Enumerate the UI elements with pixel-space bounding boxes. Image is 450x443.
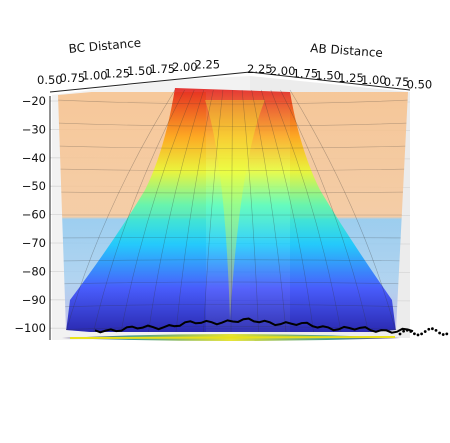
mesh-line xyxy=(120,89,195,333)
x-tick-label: 0.75 xyxy=(60,71,86,85)
z-tick-labels: −20 −30 −40 −50 −60 −70 −80 −90 −100 xyxy=(14,94,46,335)
y-axis-line xyxy=(249,71,411,91)
trajectory-point xyxy=(441,333,445,336)
z-tick-label: −30 xyxy=(22,122,46,136)
x-tick-label: 0.50 xyxy=(37,73,63,87)
mesh-line xyxy=(58,191,408,194)
surface-mesh xyxy=(58,89,408,333)
floor-contour-line xyxy=(69,336,396,339)
mesh-line xyxy=(270,89,342,333)
y-tick-label: 1.75 xyxy=(293,66,319,80)
trajectory-point xyxy=(405,328,409,332)
z-tick-label: −80 xyxy=(22,264,46,278)
trajectory-point xyxy=(409,330,413,333)
mesh-line xyxy=(58,259,408,262)
x-axis-label: BC Distance xyxy=(68,36,142,56)
z-tick-label: −40 xyxy=(22,151,46,165)
mesh-line xyxy=(58,303,408,308)
z-tick-label: −60 xyxy=(22,208,46,222)
mesh-line xyxy=(93,89,185,333)
mesh-line xyxy=(58,145,408,149)
trajectory-point xyxy=(416,333,420,337)
trajectory-line xyxy=(94,317,414,334)
z-tick-label: −90 xyxy=(22,293,46,307)
y-tick-label: 0.75 xyxy=(384,75,410,89)
surface-ridge xyxy=(205,100,265,320)
mesh-line xyxy=(58,168,408,172)
y-tick-label: 1.50 xyxy=(315,69,341,83)
trajectory-point xyxy=(431,327,434,331)
x-tick-label: 2.00 xyxy=(172,60,198,74)
trajectory-point xyxy=(423,330,427,333)
mesh-line xyxy=(230,89,233,333)
z-tick-label: −70 xyxy=(22,236,46,250)
trajectory-point xyxy=(398,332,402,336)
x-tick-label: 1.25 xyxy=(105,66,131,80)
y-tick-label: 2.25 xyxy=(247,62,273,76)
surface-core xyxy=(66,88,396,332)
trajectory-point xyxy=(434,328,438,332)
mesh-line xyxy=(58,99,408,105)
trajectory-point xyxy=(413,332,416,336)
x-tick-label: 1.00 xyxy=(82,69,108,83)
z-tick-label: −50 xyxy=(22,179,46,193)
mesh-line xyxy=(203,89,224,333)
mesh-line xyxy=(289,89,397,333)
trajectory-point xyxy=(445,332,449,336)
y-tick-labels: 2.252.001.751.501.251.000.750.50 xyxy=(247,62,432,91)
x-tick-labels: 0.500.751.001.251.501.752.002.25 xyxy=(37,58,220,87)
mesh-line xyxy=(241,89,259,333)
mesh-line xyxy=(65,89,176,333)
trajectory-point xyxy=(438,331,441,335)
mesh-line xyxy=(58,237,408,239)
axes-frame xyxy=(49,71,411,340)
x-axis-line xyxy=(49,71,251,93)
y-tick-label: 0.50 xyxy=(407,77,433,91)
mesh-line xyxy=(251,89,287,333)
x-tick-label: 1.75 xyxy=(150,62,176,76)
trajectory xyxy=(94,317,449,337)
y-axis-label: AB Distance xyxy=(310,41,384,60)
trajectory-point xyxy=(402,329,405,333)
mesh-line xyxy=(175,89,214,333)
mesh-line xyxy=(58,122,408,127)
mesh-line xyxy=(148,89,205,333)
y-tick-label: 1.00 xyxy=(361,73,387,87)
x-tick-label: 2.25 xyxy=(195,58,221,72)
x-tick-label: 1.50 xyxy=(127,64,153,78)
y-tick-label: 1.25 xyxy=(338,71,364,85)
mesh-line xyxy=(58,281,408,285)
potential-surface xyxy=(58,88,408,333)
mesh-line xyxy=(280,89,369,333)
y-tick-label: 2.00 xyxy=(270,64,296,78)
z-tick-label: −20 xyxy=(22,94,46,108)
mesh-line xyxy=(260,89,314,333)
z-tick-label: −100 xyxy=(14,321,46,335)
trajectory-point xyxy=(420,332,423,336)
trajectory-point xyxy=(427,327,431,331)
